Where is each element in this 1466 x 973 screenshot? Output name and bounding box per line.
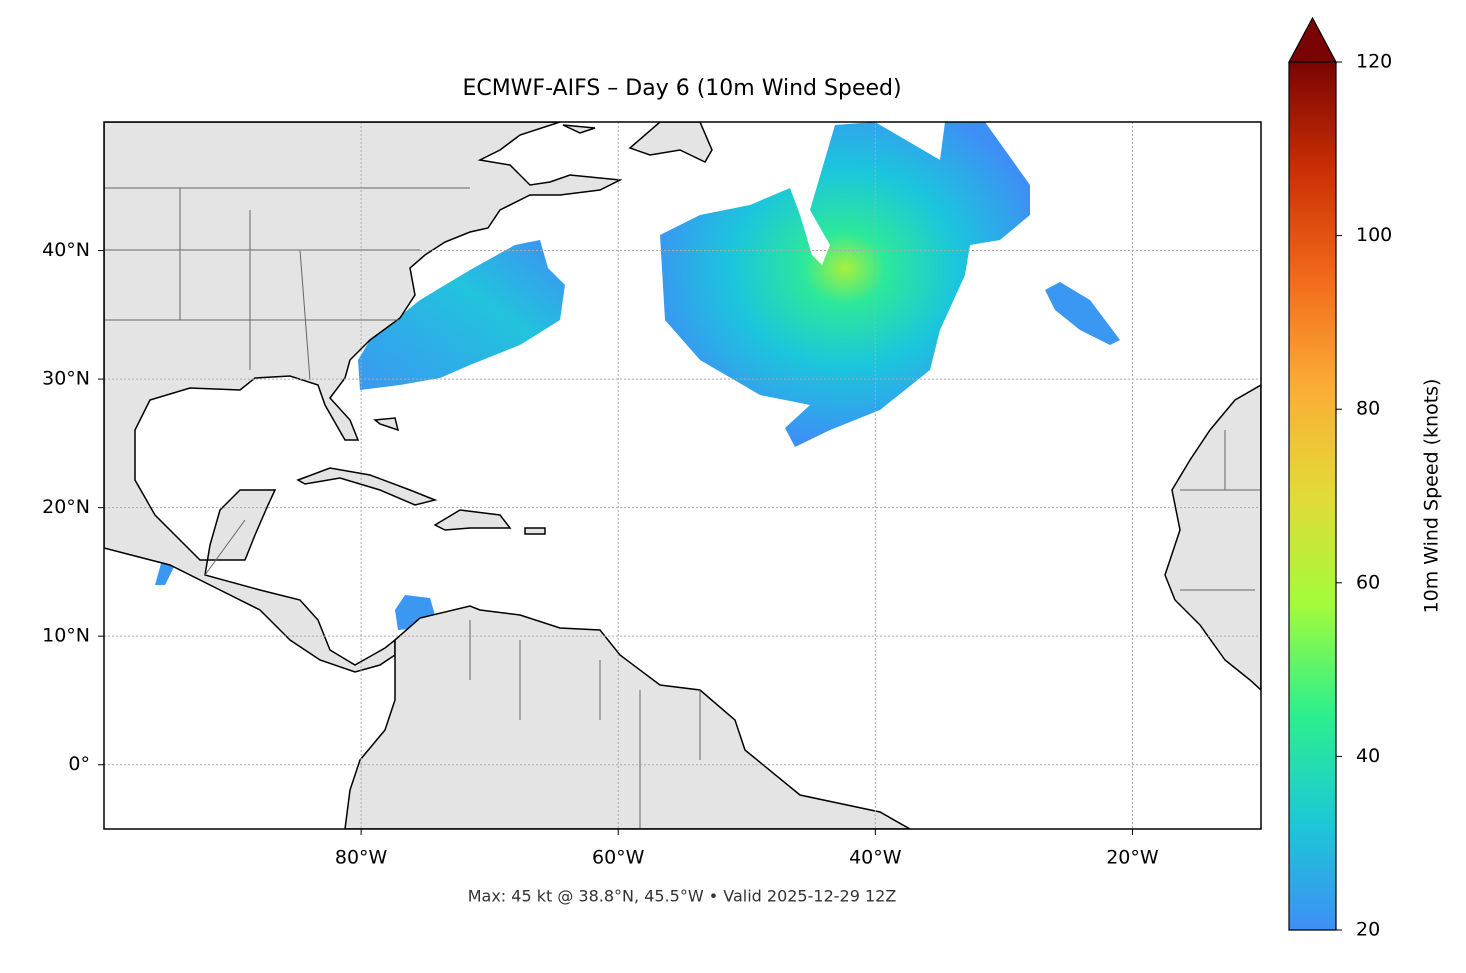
colorbar-scale (1289, 62, 1336, 930)
x-tick-label: 80°W (335, 847, 388, 869)
colorbar-tick-label: 40 (1356, 745, 1380, 767)
colorbar-tick-label: 100 (1356, 224, 1392, 246)
y-tick-label: 20°N (42, 496, 90, 518)
map-note: Max: 45 kt @ 38.8°N, 45.5°W • Valid 2025… (468, 887, 897, 906)
x-tick-label: 20°W (1106, 847, 1159, 869)
x-tick-label: 60°W (592, 847, 645, 869)
land (104, 122, 1261, 829)
colorbar-frame (1288, 62, 1337, 931)
colorbar-tick-label: 60 (1356, 571, 1380, 593)
grid (104, 122, 1261, 829)
y-tick-label: 30°N (42, 368, 90, 390)
y-tick-label: 0° (68, 753, 90, 775)
y-tick-label: 40°N (42, 239, 90, 261)
map-frame (103, 121, 1262, 830)
colorbar-tick-label: 80 (1356, 398, 1380, 420)
map-title: ECMWF-AIFS – Day 6 (10m Wind Speed) (462, 76, 901, 101)
colorbar-label: 10m Wind Speed (knots) (1421, 379, 1443, 614)
colorbar-extend (1287, 16, 1338, 63)
colorbar: 20 40 60 80 100 120 (1287, 16, 1392, 941)
colorbar-tick-label: 20 (1356, 919, 1380, 941)
x-tick-label: 40°W (849, 847, 902, 869)
borders (104, 187, 1261, 829)
map-area (104, 122, 1261, 829)
colorbar-tick-label: 120 (1356, 51, 1392, 73)
y-tick-label: 10°N (42, 625, 90, 647)
